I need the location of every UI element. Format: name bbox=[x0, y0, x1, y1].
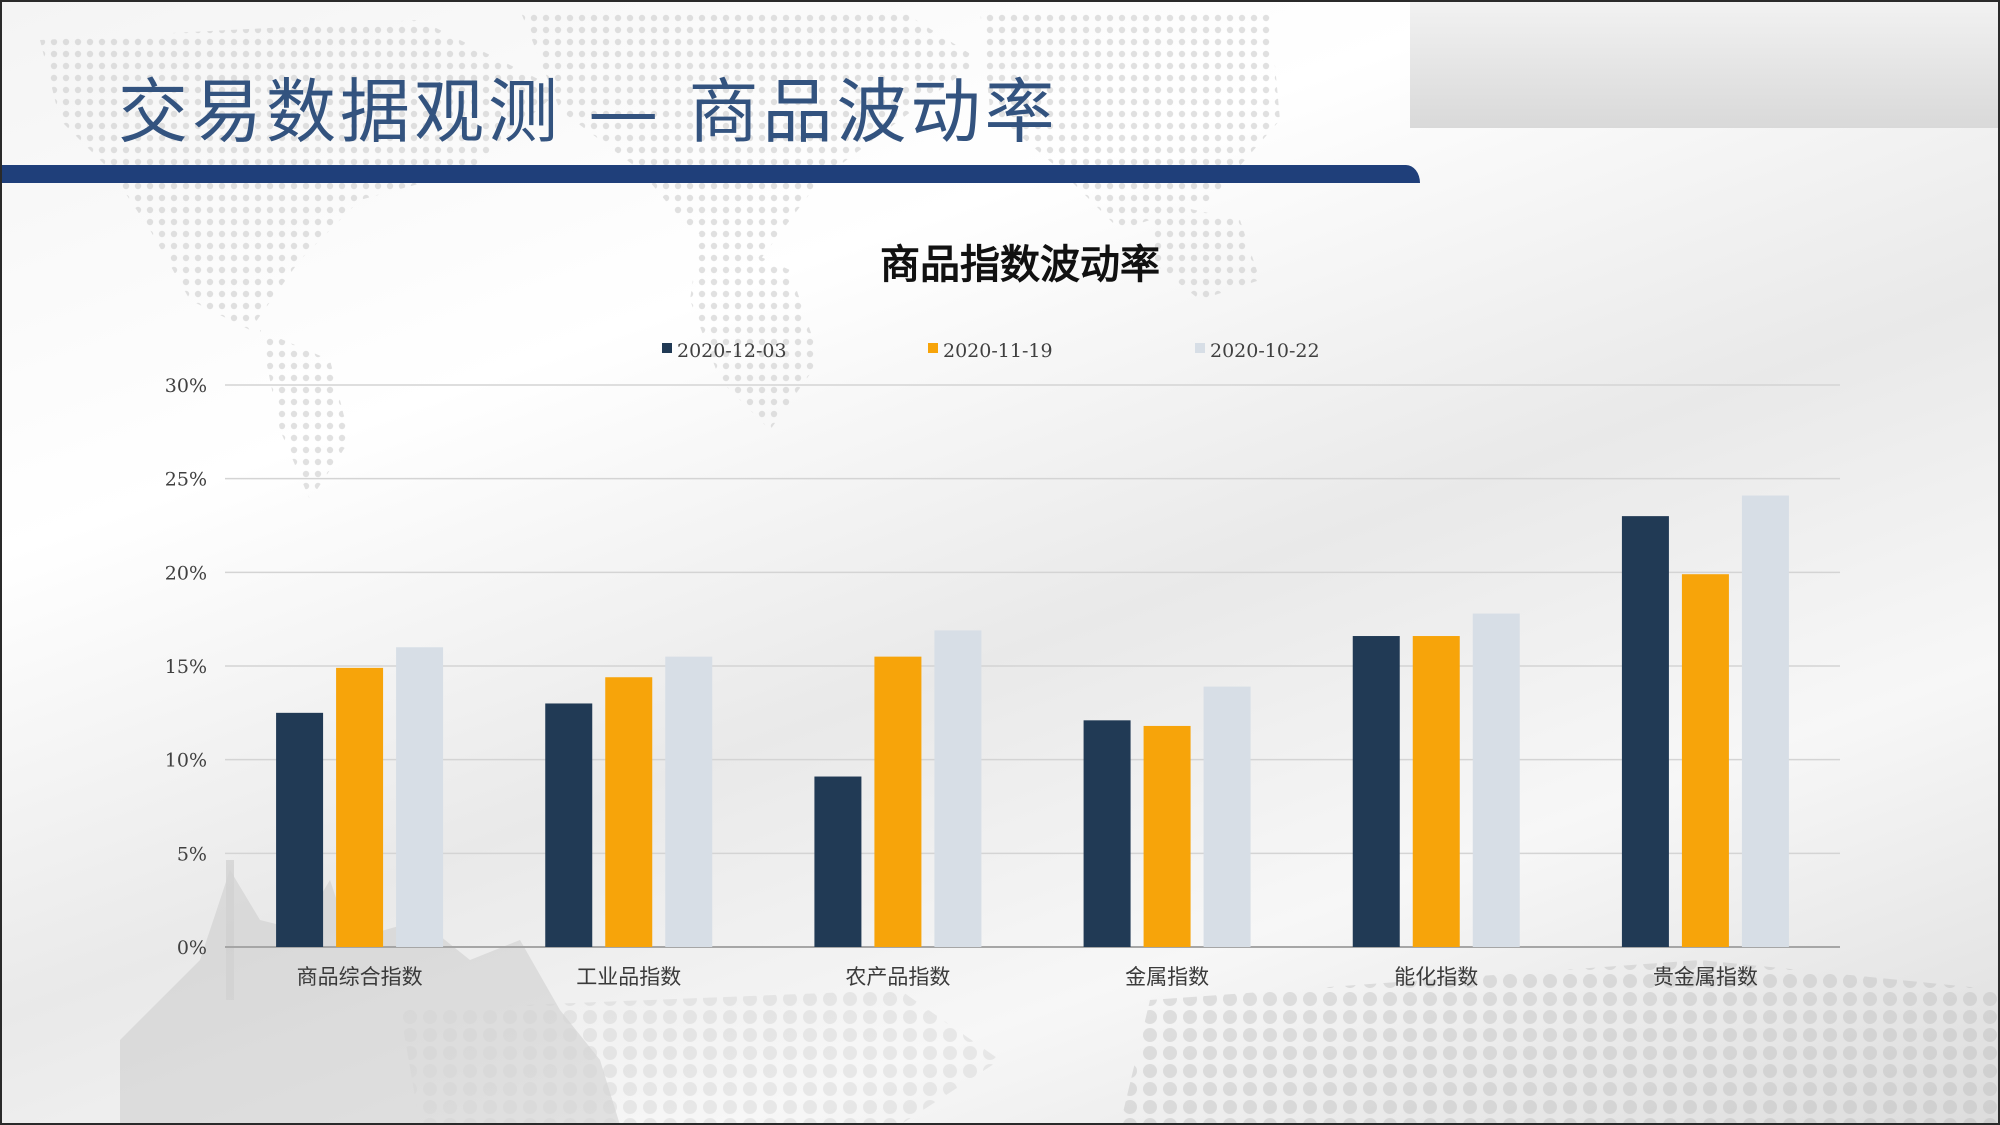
chart-gridlines bbox=[225, 384, 1840, 948]
header-accent-band bbox=[1410, 0, 2000, 128]
bar bbox=[545, 703, 593, 947]
bar bbox=[1741, 495, 1789, 947]
x-category-label: 贵金属指数 bbox=[1653, 965, 1758, 989]
chart-legend: 2020-12-03 2020-11-19 2020-10-22 bbox=[662, 340, 1320, 362]
y-tick-label: 10% bbox=[165, 750, 207, 772]
x-category-label: 能化指数 bbox=[1394, 965, 1478, 989]
bar bbox=[1621, 516, 1669, 947]
bar bbox=[874, 656, 922, 947]
y-tick-label: 15% bbox=[165, 656, 207, 678]
x-axis-categories: 商品综合指数 工业品指数 农产品指数 金属指数 能化指数 贵金属指数 bbox=[297, 965, 1758, 989]
chart-title: 商品指数波动率 bbox=[880, 242, 1160, 288]
bar bbox=[1203, 686, 1251, 947]
bar bbox=[605, 677, 653, 947]
bar bbox=[396, 647, 444, 947]
x-category-label: 金属指数 bbox=[1125, 965, 1209, 989]
bar bbox=[1083, 720, 1131, 947]
x-category-label: 商品综合指数 bbox=[297, 965, 423, 989]
y-tick-label: 25% bbox=[165, 469, 207, 491]
y-tick-label: 5% bbox=[177, 843, 207, 865]
page-title: 交易数据观测 — 商品波动率 bbox=[118, 71, 1059, 153]
bar bbox=[814, 776, 862, 947]
legend-label: 2020-11-19 bbox=[943, 340, 1053, 362]
y-tick-label: 20% bbox=[165, 562, 207, 584]
legend-swatch bbox=[662, 343, 672, 353]
bar bbox=[1412, 636, 1460, 947]
legend-label: 2020-12-03 bbox=[677, 340, 787, 362]
x-category-label: 农产品指数 bbox=[845, 965, 950, 989]
bar bbox=[276, 712, 324, 947]
y-tick-label: 0% bbox=[177, 937, 207, 959]
bar bbox=[1472, 613, 1520, 947]
header-divider-bar bbox=[0, 165, 1420, 183]
legend-label: 2020-10-22 bbox=[1210, 340, 1320, 362]
bar bbox=[1143, 725, 1191, 947]
chart-bars bbox=[276, 495, 1789, 947]
bar bbox=[665, 656, 713, 947]
bar bbox=[934, 630, 982, 947]
legend-swatch bbox=[1195, 343, 1205, 353]
y-axis-ticks: 0% 5% 10% 15% 20% 25% 30% bbox=[165, 375, 207, 959]
bar bbox=[1681, 574, 1729, 947]
x-category-label: 工业品指数 bbox=[576, 965, 681, 989]
y-tick-label: 30% bbox=[165, 375, 207, 397]
bar bbox=[1352, 636, 1400, 947]
bar bbox=[336, 667, 384, 947]
legend-swatch bbox=[928, 343, 938, 353]
